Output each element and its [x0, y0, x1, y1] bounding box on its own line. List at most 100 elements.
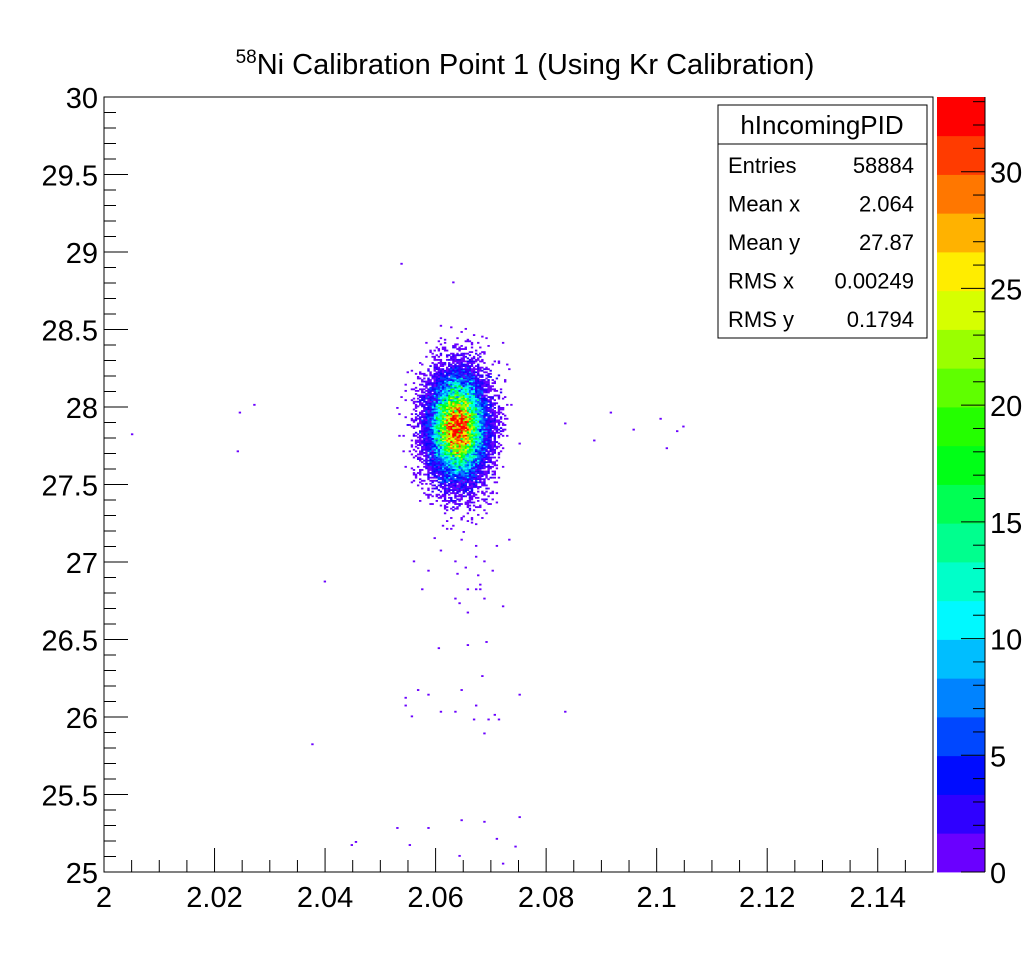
- histogram-bin: [448, 490, 451, 493]
- histogram-bin: [433, 400, 436, 403]
- histogram-bin: [472, 482, 476, 485]
- histogram-bin: [460, 366, 463, 369]
- histogram-bin: [437, 476, 441, 479]
- histogram-bin: [472, 360, 476, 363]
- histogram-bin: [501, 430, 505, 433]
- histogram-bin: [487, 461, 490, 464]
- histogram-bin: [450, 465, 453, 468]
- histogram-bin: [454, 500, 457, 502]
- histogram-bin: [445, 447, 449, 450]
- histogram-bin: [483, 352, 486, 355]
- histogram-bin: [429, 476, 432, 479]
- histogram-bin: [458, 473, 461, 476]
- histogram-bin: [425, 439, 428, 442]
- histogram-bin: [437, 438, 441, 440]
- histogram-bin: [450, 363, 453, 366]
- histogram-bin: [450, 371, 453, 374]
- histogram-bin: [479, 424, 482, 426]
- histogram-bin: [474, 374, 478, 377]
- histogram-bin: [460, 436, 463, 439]
- histogram-bin: [466, 365, 470, 367]
- histogram-bin: [474, 382, 478, 385]
- histogram-bin: [450, 424, 453, 426]
- histogram-bin: [445, 400, 449, 403]
- histogram-bin: [427, 469, 430, 471]
- histogram-bin: [452, 459, 455, 462]
- histogram-bin: [441, 448, 445, 451]
- histogram-bin: [439, 469, 443, 471]
- histogram-bin: [495, 544, 499, 547]
- histogram-bin: [443, 349, 447, 352]
- histogram-bin: [414, 405, 418, 408]
- histogram-bin: [499, 407, 503, 409]
- histogram-bin: [445, 509, 449, 512]
- histogram-bin: [454, 377, 457, 380]
- histogram-bin: [464, 363, 467, 366]
- histogram-bin: [483, 438, 486, 440]
- histogram-bin: [450, 413, 453, 416]
- histogram-bin: [499, 420, 503, 423]
- histogram-bin: [474, 413, 478, 416]
- histogram-bin: [489, 430, 492, 433]
- histogram-bin: [472, 394, 476, 397]
- histogram-bin: [458, 386, 461, 389]
- histogram-bin: [445, 448, 449, 451]
- histogram-bin: [485, 447, 488, 450]
- histogram-bin: [425, 341, 428, 344]
- histogram-bin: [431, 495, 434, 498]
- histogram-bin: [470, 407, 474, 409]
- histogram-bin: [462, 380, 465, 383]
- histogram-bin: [474, 368, 478, 371]
- histogram-bin: [481, 450, 484, 453]
- histogram-bin: [497, 424, 501, 426]
- histogram-bin: [464, 472, 467, 474]
- histogram-bin: [435, 400, 438, 403]
- histogram-bin: [462, 369, 465, 372]
- histogram-bin: [439, 438, 443, 440]
- histogram-bin: [452, 490, 455, 493]
- histogram-bin: [441, 383, 445, 386]
- histogram-bin: [454, 444, 457, 447]
- histogram-bin: [410, 417, 414, 420]
- histogram-bin: [439, 324, 443, 327]
- histogram-bin: [427, 459, 430, 462]
- histogram-bin: [474, 419, 478, 422]
- histogram-bin: [462, 400, 465, 403]
- histogram-bin: [485, 442, 488, 445]
- histogram-bin: [445, 358, 449, 361]
- histogram-bin: [466, 588, 470, 591]
- histogram-bin: [452, 486, 455, 488]
- histogram-bin: [485, 441, 488, 443]
- histogram-bin: [427, 382, 430, 385]
- histogram-bin: [437, 434, 441, 437]
- histogram-bin: [483, 403, 486, 406]
- histogram-bin: [427, 473, 430, 476]
- histogram-bin: [460, 467, 463, 470]
- histogram-bin: [425, 448, 428, 451]
- histogram-bin: [416, 453, 420, 456]
- histogram-bin: [450, 397, 453, 400]
- histogram-bin: [456, 487, 459, 490]
- histogram-bin: [485, 498, 488, 501]
- histogram-bin: [450, 436, 453, 439]
- histogram-bin: [458, 479, 461, 482]
- histogram-bin: [445, 416, 449, 419]
- histogram-bin: [460, 438, 463, 440]
- histogram-bin: [462, 456, 465, 459]
- histogram-bin: [425, 389, 428, 392]
- histogram-bin: [441, 455, 445, 457]
- histogram-bin: [487, 425, 490, 428]
- histogram-bin: [472, 441, 476, 443]
- histogram-bin: [439, 386, 443, 389]
- histogram-bin: [479, 459, 482, 462]
- histogram-bin: [481, 453, 484, 456]
- histogram-bin: [419, 472, 422, 474]
- histogram-bin: [396, 407, 399, 409]
- histogram-bin: [431, 416, 434, 419]
- histogram-bin: [429, 372, 432, 375]
- histogram-bin: [419, 444, 422, 447]
- histogram-bin: [464, 417, 467, 420]
- histogram-bin: [458, 455, 461, 457]
- histogram-bin: [477, 371, 480, 374]
- histogram-bin: [458, 391, 461, 394]
